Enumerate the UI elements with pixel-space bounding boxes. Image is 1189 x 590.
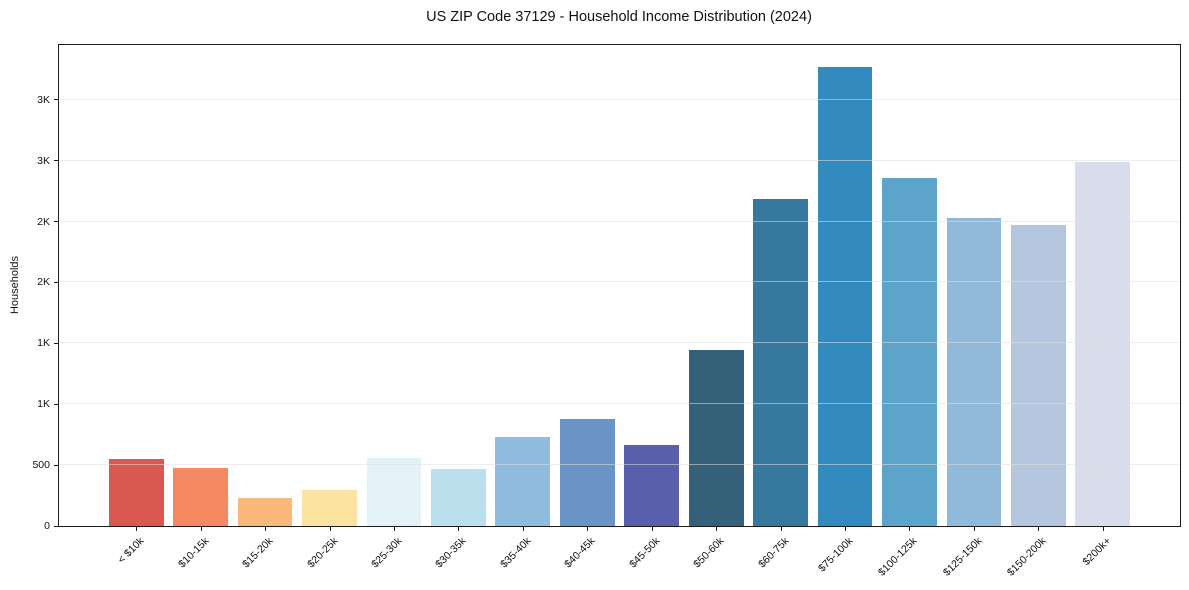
bar [817,66,873,526]
y-tick-label: 2K [37,276,50,289]
bar-column [813,45,877,526]
bar [366,458,422,526]
y-tick-label: 0 [44,520,50,532]
x-tick-mark [780,527,782,531]
y-tick-label: 3K [37,93,50,106]
y-tick-mark [54,221,58,223]
x-tick-mark [200,527,202,531]
bar-column [426,45,490,526]
x-tick-mark [587,527,589,531]
y-tick-mark [54,160,58,162]
bar [173,467,229,526]
bar [882,177,937,526]
bar-column [491,45,555,526]
bar [559,419,615,526]
x-tick-mark [458,527,460,531]
bar-column [362,45,426,526]
x-tick-mark [651,527,653,531]
x-tick-mark [973,527,975,531]
x-tick-mark [1102,527,1104,531]
bar [624,445,680,526]
y-tick-mark [54,403,58,405]
y-tick-label: 1K [37,337,50,350]
y-tick-mark [54,525,58,527]
x-tick-mark [909,527,911,531]
x-tick-mark [716,527,718,531]
bar-column [233,45,297,526]
bar [431,469,486,526]
bar-column [1006,45,1070,526]
x-tick-mark [136,527,138,531]
bar [1010,224,1066,526]
y-tick-label: 2K [37,215,50,228]
bar-column [297,45,361,526]
bar [1075,161,1131,526]
x-tick-mark [1038,527,1040,531]
bar [108,459,164,526]
bar [495,436,551,526]
bar [688,349,744,526]
bars-layer [59,45,1180,526]
bar [302,489,357,526]
bar [946,217,1002,526]
y-tick-label: 3K [37,154,50,167]
x-tick-mark [522,527,524,531]
bar-column [1071,45,1135,526]
bar [753,199,808,526]
bar [237,498,293,526]
bar-column [104,45,168,526]
y-tick-mark [54,464,58,466]
bar-column [555,45,619,526]
x-tick-mark [845,527,847,531]
bar-column [620,45,684,526]
plot-area [58,44,1181,527]
x-tick-mark [265,527,267,531]
y-tick-mark [54,342,58,344]
bar-column [748,45,812,526]
bar-column [684,45,748,526]
bar-column [877,45,941,526]
y-tick-mark [54,281,58,283]
y-tick-mark [54,99,58,101]
y-tick-label: 1K [37,398,50,411]
y-tick-label: 500 [32,459,50,472]
x-tick-mark [393,527,395,531]
x-tick-label: < $10k [115,535,147,566]
bar-column [168,45,232,526]
x-tick-mark [329,527,331,531]
chart-title: US ZIP Code 37129 - Household Income Dis… [426,9,812,25]
bar-column [942,45,1006,526]
